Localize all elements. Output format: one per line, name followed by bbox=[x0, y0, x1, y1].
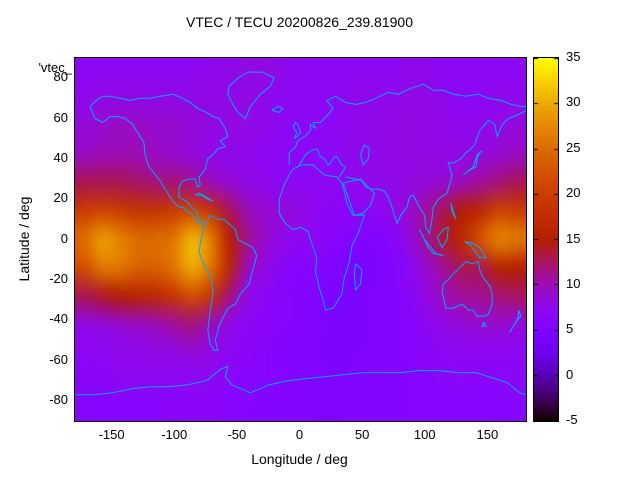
colorbar-canvas bbox=[534, 58, 558, 421]
x-tick-label: 0 bbox=[295, 427, 304, 442]
x-tick-label: 100 bbox=[413, 427, 436, 442]
y-axis-label: Latitude / deg bbox=[16, 196, 32, 282]
y-tick-label: 0 bbox=[60, 230, 68, 246]
coastline-path bbox=[342, 178, 375, 216]
coastline-path bbox=[271, 105, 284, 113]
y-tick-label: -80 bbox=[49, 391, 68, 407]
page-title: VTEC / TECU 20200826_239.81900 bbox=[185, 14, 413, 30]
x-tick-label: -50 bbox=[227, 427, 247, 442]
coastline-path bbox=[198, 214, 258, 351]
colorbar-tick-label: 0 bbox=[566, 366, 574, 382]
coastline-path bbox=[360, 144, 370, 166]
coastline-path bbox=[227, 71, 275, 120]
coastline-path bbox=[464, 241, 487, 259]
colorbar-tick-label: 35 bbox=[566, 49, 581, 64]
coastline-path bbox=[450, 203, 457, 220]
coastline-path bbox=[353, 263, 363, 292]
y-tick-label: 20 bbox=[53, 190, 68, 206]
y-tick-label: -60 bbox=[49, 351, 68, 367]
coastline-path bbox=[436, 226, 449, 249]
colorbar-tick-label: 10 bbox=[566, 275, 581, 291]
colorbar-tick-label: 15 bbox=[566, 230, 581, 246]
coastline-path bbox=[89, 93, 229, 226]
coastline-path bbox=[463, 150, 483, 176]
coastline-path bbox=[195, 192, 214, 202]
coastline-path bbox=[509, 309, 522, 333]
colorbar-tick-label: 20 bbox=[566, 185, 581, 201]
y-tick-label: 80 bbox=[53, 69, 68, 85]
x-tick-label: 150 bbox=[476, 427, 499, 442]
coastline-path bbox=[481, 321, 487, 327]
coastline-path bbox=[441, 261, 493, 317]
x-axis-label: Longitude / deg bbox=[251, 451, 348, 467]
coastline-path bbox=[292, 121, 302, 140]
coastline-path bbox=[288, 83, 526, 165]
x-tick-label: -150 bbox=[98, 427, 125, 442]
colorbar-tick-label: 5 bbox=[566, 321, 574, 337]
y-tick-label: 60 bbox=[53, 109, 68, 125]
colorbar bbox=[533, 57, 559, 422]
y-tick-label: -40 bbox=[49, 311, 68, 327]
colorbar-tick-label: 25 bbox=[566, 139, 581, 155]
coastline-path bbox=[297, 148, 347, 178]
y-tick-label: 40 bbox=[53, 149, 68, 165]
plot-area bbox=[74, 57, 527, 422]
heatmap-canvas bbox=[75, 58, 526, 421]
coastline-path bbox=[419, 229, 444, 257]
coastline-path bbox=[278, 164, 366, 311]
colorbar-tick-label: 30 bbox=[566, 94, 581, 110]
coastlines-overlay bbox=[75, 71, 526, 396]
coastline-path bbox=[75, 365, 526, 396]
x-tick-label: 50 bbox=[354, 427, 370, 442]
x-tick-label: -100 bbox=[161, 427, 188, 442]
legend-key-label: 'vtec_ bbox=[38, 60, 72, 75]
colorbar-tick-label: -5 bbox=[566, 412, 578, 427]
y-tick-label: -20 bbox=[49, 270, 68, 286]
coastline-path bbox=[345, 109, 526, 235]
